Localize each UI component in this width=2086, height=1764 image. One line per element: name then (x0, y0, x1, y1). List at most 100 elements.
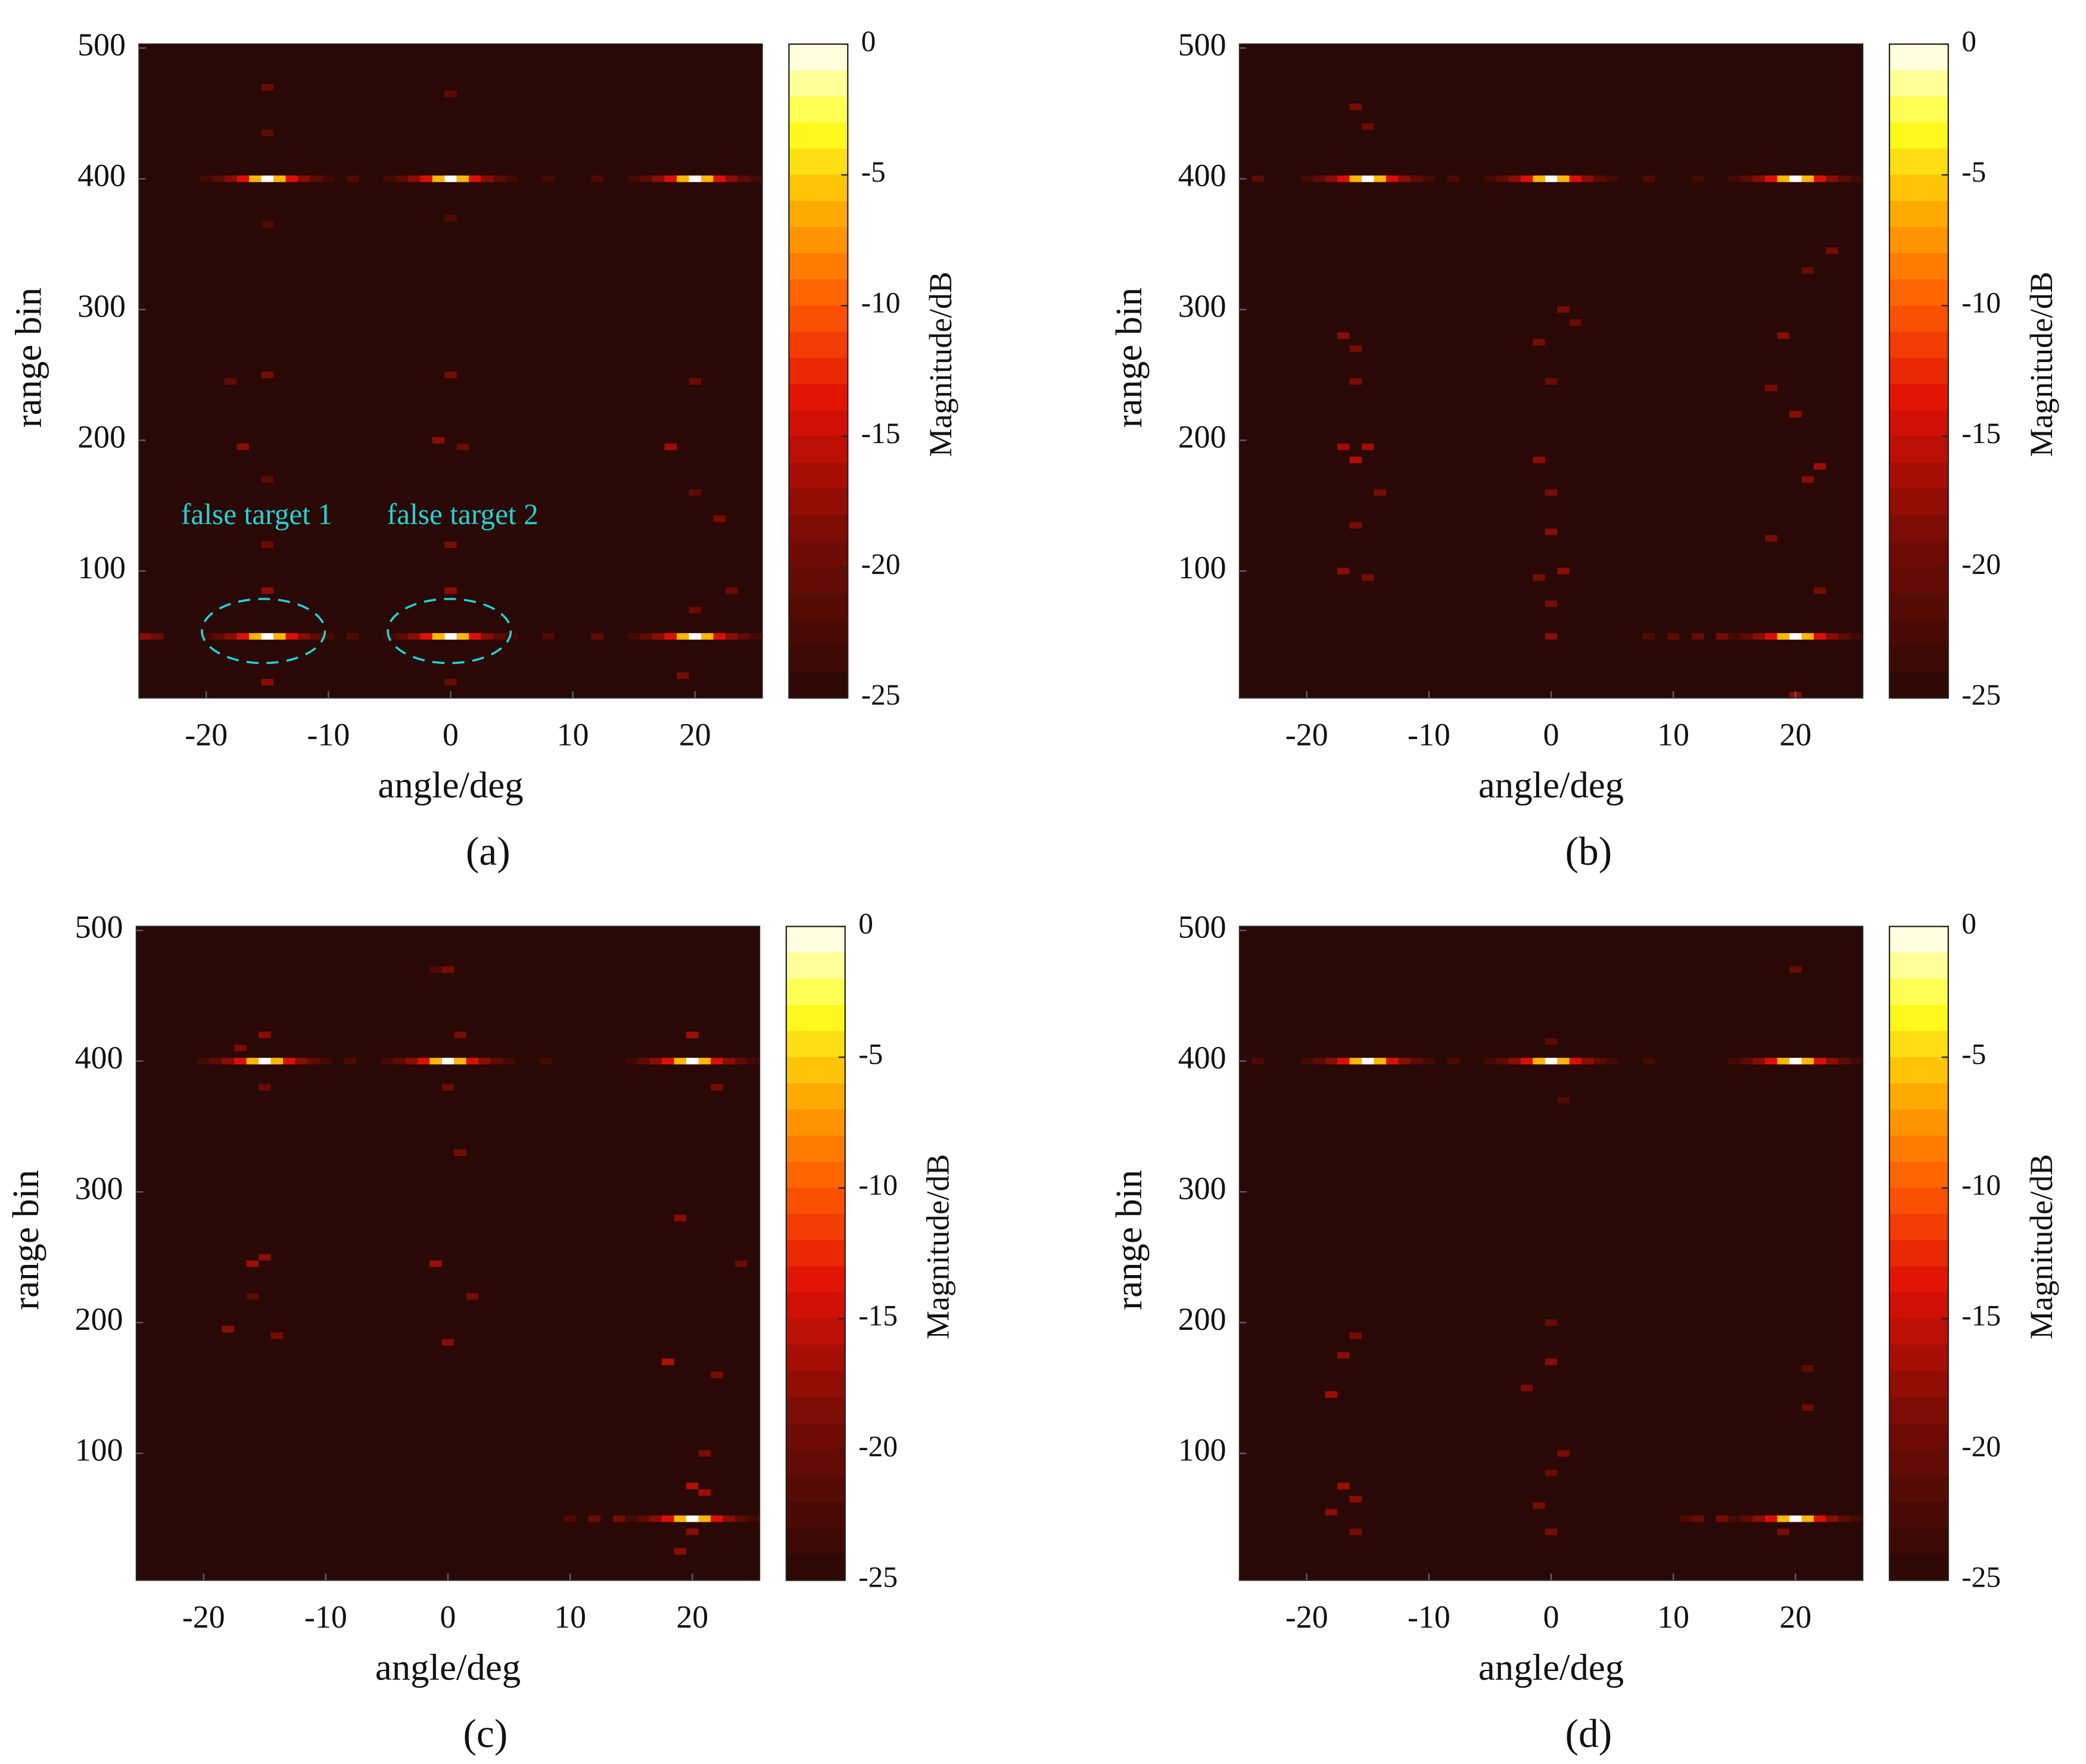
colorbar-band (1889, 593, 1948, 621)
heatmap-cell (469, 633, 481, 640)
heatmap-cell (1374, 489, 1387, 496)
heatmap-cell (723, 1515, 736, 1522)
colorbar-band (1889, 1135, 1948, 1163)
heatmap-cell (246, 1293, 259, 1300)
heatmap-cell (1642, 175, 1655, 182)
heatmap-cell (1850, 1058, 1863, 1065)
heatmap-cell (726, 587, 738, 594)
colorbar-band (786, 1554, 845, 1581)
heatmap-cell (259, 1084, 271, 1091)
y-tick-label: 500 (75, 909, 123, 945)
colorbar-band (789, 619, 848, 647)
heatmap-cell (1533, 1502, 1545, 1509)
colorbar-frame (788, 43, 849, 699)
heatmap-cell (591, 175, 603, 182)
heatmap-cell (444, 214, 457, 222)
heatmap-cell (711, 1515, 723, 1522)
heatmap-cell (1484, 1058, 1496, 1065)
heatmap-cell (735, 1515, 748, 1522)
colorbar-band (1889, 122, 1948, 150)
heatmap-cell (1545, 633, 1558, 640)
heatmap-cell (478, 1058, 491, 1065)
heatmap-cell (1349, 456, 1362, 463)
y-axis-label: range bin (1108, 1170, 1150, 1310)
colorbar-band (1889, 1528, 1948, 1555)
heatmap-cell (1545, 1038, 1558, 1045)
heatmap-cell (1337, 1352, 1350, 1359)
heatmap-cell (1801, 633, 1814, 640)
heatmap-cell (381, 1058, 393, 1065)
heatmap-cell (1740, 1058, 1753, 1065)
heatmap-cell (1349, 175, 1362, 182)
heatmap-cell (261, 175, 274, 182)
heatmap-cell (493, 175, 506, 182)
colorbar-tick-label: -10 (858, 1168, 898, 1201)
heatmap-cell (686, 1031, 699, 1039)
heatmap-cell (1398, 175, 1411, 182)
colorbar-band (786, 952, 845, 980)
heatmap-cell (1545, 600, 1558, 607)
heatmap-cell (249, 633, 261, 640)
x-axis-label: angle/deg (1478, 1646, 1624, 1688)
colorbar-frame (785, 925, 846, 1581)
heatmap-cell (261, 372, 274, 379)
heatmap-cell (1606, 1058, 1618, 1065)
heatmap-cell (1826, 175, 1839, 182)
y-tick-label: 400 (77, 158, 126, 194)
heatmap-cell (1715, 633, 1729, 640)
heatmap-cell (698, 1489, 711, 1496)
heatmap-cell (505, 633, 518, 640)
heatmap-cell (701, 633, 714, 640)
colorbar-band (786, 1135, 845, 1163)
y-axis-label: range bin (7, 288, 49, 428)
heatmap-cell (396, 175, 408, 182)
colorbar-band (1889, 306, 1948, 333)
heatmap-cell (1386, 175, 1399, 182)
heatmap-cell (1691, 1515, 1704, 1522)
heatmap-cell (1508, 175, 1521, 182)
heatmap-cell (1545, 1469, 1558, 1476)
x-tick-label: -10 (304, 1599, 347, 1635)
colorbar-band (789, 462, 848, 490)
annotation-ellipse (387, 597, 512, 665)
colorbar-band (1889, 1449, 1948, 1477)
x-tick-label: 0 (1543, 716, 1559, 752)
panel-label: (b) (1565, 829, 1612, 874)
heatmap-cell (1826, 1058, 1839, 1065)
heatmap-cell (261, 84, 274, 91)
heatmap-cell (711, 1372, 723, 1379)
heatmap-cell (735, 1058, 748, 1065)
heatmap-cell (1679, 1515, 1692, 1522)
heatmap-cell (640, 175, 652, 182)
x-tick-label: 10 (1657, 1599, 1689, 1635)
colorbar-tick-label: -20 (1962, 1430, 2001, 1463)
heatmap-cell (454, 1058, 466, 1065)
y-tick-label: 500 (1178, 909, 1226, 945)
heatmap-cell (1752, 1058, 1766, 1065)
colorbar-tick-label: 0 (1962, 24, 1976, 57)
colorbar-band (1889, 978, 1948, 1006)
heatmap-cell (347, 175, 359, 182)
colorbar-frame (1888, 925, 1949, 1581)
heatmap-cell (505, 175, 518, 182)
plot-background (1239, 44, 1863, 698)
heatmap-cell (686, 1058, 699, 1065)
heatmap-cell (1557, 306, 1570, 313)
heatmap-cell (1728, 1515, 1741, 1522)
heatmap-cell (429, 966, 442, 973)
heatmap-cell (1814, 633, 1826, 640)
heatmap-cell (285, 633, 298, 640)
heatmap-cell (1362, 175, 1374, 182)
heatmap-cell (1349, 345, 1362, 353)
colorbar-band (789, 332, 848, 359)
colorbar-tick-label: -20 (861, 548, 901, 581)
heatmap-cell (664, 443, 677, 450)
colorbar-band (786, 1188, 845, 1215)
heatmap-cell (1557, 1450, 1570, 1457)
heatmap-cell (1349, 1332, 1362, 1339)
heatmap-cell (1349, 103, 1362, 110)
y-tick-label: 400 (1178, 158, 1226, 194)
cells (139, 84, 762, 685)
x-axis-label: angle/deg (1478, 764, 1624, 806)
